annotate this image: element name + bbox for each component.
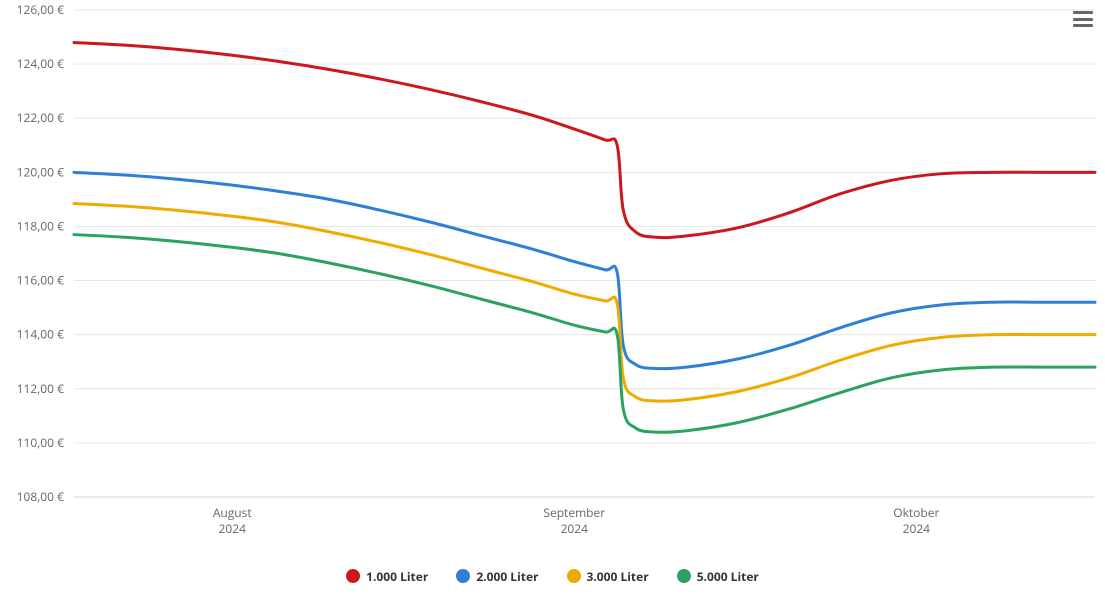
legend-label: 2.000 Liter: [476, 568, 538, 585]
x-tick-label: September2024: [543, 504, 605, 537]
legend: 1.000 Liter 2.000 Liter 3.000 Liter 5.000 L…: [0, 566, 1105, 588]
x-tick-label: Oktober2024: [893, 504, 939, 537]
legend-item[interactable]: 1.000 Liter: [346, 568, 428, 585]
svg-text:2024: 2024: [219, 520, 247, 537]
chart-container: 108,00 € 110,00 € 112,00 € 114,00 € 116,00 €…: [0, 0, 1105, 602]
svg-text:2024: 2024: [903, 520, 931, 537]
svg-text:September: September: [543, 504, 605, 521]
legend-item[interactable]: 5.000 Liter: [677, 568, 759, 585]
legend-item[interactable]: 2.000 Liter: [456, 568, 538, 585]
legend-label: 5.000 Liter: [697, 568, 759, 585]
legend-item[interactable]: 3.000 Liter: [567, 568, 649, 585]
y-tick-label: 110,00 €: [17, 434, 65, 451]
y-tick-label: 118,00 €: [17, 217, 65, 234]
svg-text:2024: 2024: [561, 520, 589, 537]
y-tick-label: 108,00 €: [17, 488, 65, 505]
y-tick-label: 126,00 €: [17, 1, 65, 18]
y-tick-label: 124,00 €: [17, 55, 65, 72]
y-tick-label: 122,00 €: [17, 109, 65, 126]
y-tick-label: 112,00 €: [17, 380, 65, 397]
y-tick-label: 114,00 €: [17, 326, 65, 343]
legend-label: 1.000 Liter: [366, 568, 428, 585]
legend-label: 3.000 Liter: [587, 568, 649, 585]
line-chart: 108,00 € 110,00 € 112,00 € 114,00 € 116,00 €…: [0, 0, 1105, 602]
legend-swatch: [456, 569, 470, 583]
x-tick-label: August2024: [213, 504, 252, 537]
series-line: [74, 42, 1095, 237]
series-line: [74, 172, 1095, 368]
legend-swatch: [567, 569, 581, 583]
y-tick-label: 120,00 €: [17, 163, 65, 180]
legend-swatch: [346, 569, 360, 583]
y-tick-label: 116,00 €: [17, 272, 65, 289]
svg-text:Oktober: Oktober: [893, 504, 939, 521]
series-line: [74, 203, 1095, 401]
legend-swatch: [677, 569, 691, 583]
chart-menu-icon[interactable]: [1071, 8, 1095, 30]
svg-text:August: August: [213, 504, 252, 521]
